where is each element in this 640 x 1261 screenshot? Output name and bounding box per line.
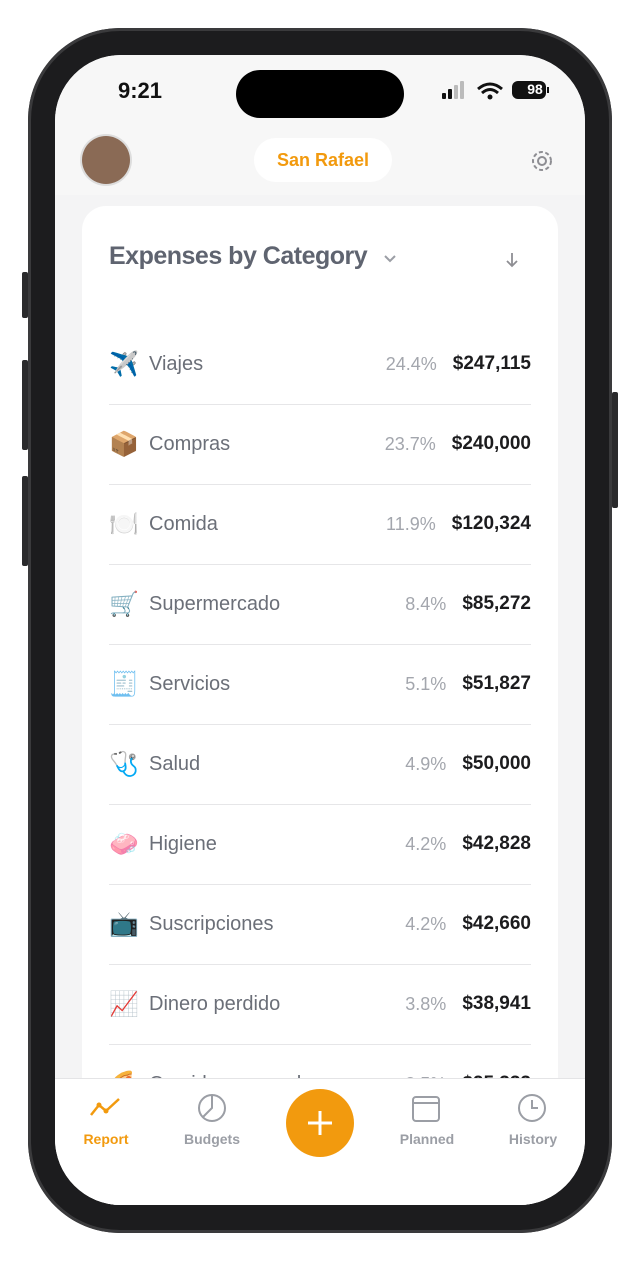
category-name: Supermercado (149, 592, 281, 615)
category-name: Suscripciones (149, 912, 274, 935)
category-row[interactable]: 🛒 Supermercado 8.4% $85,272 (109, 564, 531, 645)
planned-icon (412, 1096, 440, 1122)
settings-icon[interactable] (528, 147, 556, 175)
tab-label[interactable]: Planned (399, 1131, 455, 1147)
expenses-card: Expenses by Category ✈️ Viajes 24.4% $247,1… (82, 206, 558, 1205)
status-icons (442, 81, 549, 100)
category-row[interactable]: 🩺 Salud 4.9% $50,000 (109, 724, 531, 805)
side-button (22, 476, 28, 566)
report-icon (90, 1098, 120, 1116)
category-percent: 11.9% (386, 513, 436, 534)
side-button (612, 392, 618, 508)
location-pill[interactable]: San Rafael (254, 138, 392, 182)
category-percent: 4.2% (405, 833, 447, 854)
category-amount: $50,000 (462, 753, 531, 774)
category-row[interactable]: 📈 Dinero perdido 3.8% $38,941 (109, 964, 531, 1045)
avatar[interactable] (82, 136, 130, 184)
category-icon: 🧾 (109, 670, 139, 698)
category-amount: $120,324 (451, 513, 531, 534)
category-row[interactable]: ✈️ Viajes 24.4% $247,115 (109, 324, 531, 405)
category-icon: 🧼 (109, 830, 139, 858)
card-title[interactable]: Expenses by Category (109, 242, 368, 270)
category-amount: $85,272 (462, 593, 531, 614)
category-icon: ✈️ (109, 350, 139, 378)
category-icon: 🩺 (109, 750, 139, 778)
category-percent: 5.1% (405, 673, 447, 694)
add-button[interactable] (286, 1089, 354, 1157)
category-name: Servicios (149, 672, 231, 695)
category-amount: $42,660 (462, 913, 531, 934)
status-time: 9:21 (117, 78, 163, 103)
category-row[interactable]: 🧼 Higiene 4.2% $42,828 (109, 804, 531, 885)
tab-bar: Report Budgets Planned History (55, 1078, 585, 1205)
category-percent: 4.9% (405, 753, 447, 774)
title-chevron (384, 255, 396, 263)
category-amount: $247,115 (452, 353, 531, 374)
side-button (22, 360, 28, 450)
tab-label[interactable]: History (508, 1131, 558, 1147)
history-icon (518, 1094, 546, 1122)
category-row[interactable]: 🧾 Servicios 5.1% $51,827 (109, 644, 531, 725)
category-name: Dinero perdido (149, 992, 281, 1015)
screen: 9:21 98 San Rafael Expenses by Category … (55, 55, 585, 1205)
category-name: Salud (149, 752, 201, 775)
category-name: Higiene (149, 832, 217, 855)
category-name: Viajes (149, 352, 204, 375)
category-name: Comida (149, 512, 218, 535)
category-name: Compras (149, 432, 231, 455)
category-row[interactable]: 🍽️ Comida 11.9% $120,324 (109, 484, 531, 565)
category-percent: 4.2% (405, 913, 447, 934)
category-percent: 23.7% (384, 433, 436, 454)
category-row[interactable]: 📦 Compras 23.7% $240,000 (109, 404, 531, 485)
category-icon: 🍽️ (109, 510, 139, 538)
tab-label[interactable]: Report (83, 1131, 129, 1147)
battery-level: 98 (527, 81, 543, 97)
category-amount: $240,000 (451, 433, 531, 454)
category-icon: 📦 (109, 430, 139, 458)
tab-label[interactable]: Budgets (184, 1131, 240, 1147)
category-amount: $51,827 (462, 673, 531, 694)
budgets-icon (198, 1094, 226, 1122)
category-amount: $42,828 (462, 833, 531, 854)
category-icon: 📈 (109, 990, 139, 1018)
dynamic-island (236, 70, 404, 118)
category-amount: $38,941 (462, 993, 531, 1014)
category-percent: 24.4% (385, 353, 437, 374)
category-row[interactable]: 📺 Suscripciones 4.2% $42,660 (109, 884, 531, 965)
category-icon: 📺 (109, 910, 139, 938)
category-percent: 8.4% (405, 593, 447, 614)
side-button (22, 272, 28, 318)
category-percent: 3.8% (405, 993, 447, 1014)
category-icon: 🛒 (109, 590, 139, 618)
sort-icon[interactable] (502, 250, 522, 270)
